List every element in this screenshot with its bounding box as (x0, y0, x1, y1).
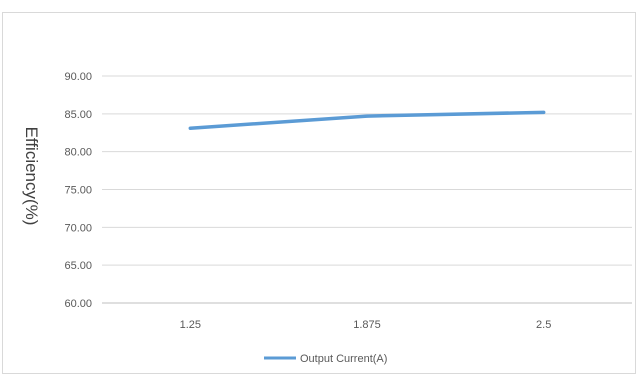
legend: Output Current(A) (264, 353, 387, 365)
y-tick-label: 70.00 (64, 222, 92, 234)
x-tick-label: 2.5 (536, 319, 551, 331)
y-tick-label: 80.00 (64, 147, 92, 159)
y-tick-label: 90.00 (64, 71, 92, 83)
y-axis-label: Efficiency(%) (22, 127, 41, 226)
x-tick-label: 1.25 (180, 319, 201, 331)
gridlines (102, 75, 632, 304)
x-tick-label: 1.875 (353, 319, 381, 331)
y-tick-label: 75.00 (64, 185, 92, 197)
y-tick-label: 60.00 (64, 298, 92, 310)
series-layer (188, 110, 546, 130)
chart-frame (2, 12, 636, 374)
data-point (542, 110, 546, 114)
y-tick-label: 65.00 (64, 260, 92, 272)
y-tick-label: 85.00 (64, 109, 92, 121)
legend-label: Output Current(A) (300, 353, 387, 365)
data-point (188, 126, 192, 130)
data-point (365, 114, 369, 118)
x-axis-ticks: 1.25 1.875 2.5 (180, 319, 552, 331)
y-axis-ticks: 60.00 65.00 70.00 75.00 80.00 85.00 90.00 (64, 71, 92, 310)
